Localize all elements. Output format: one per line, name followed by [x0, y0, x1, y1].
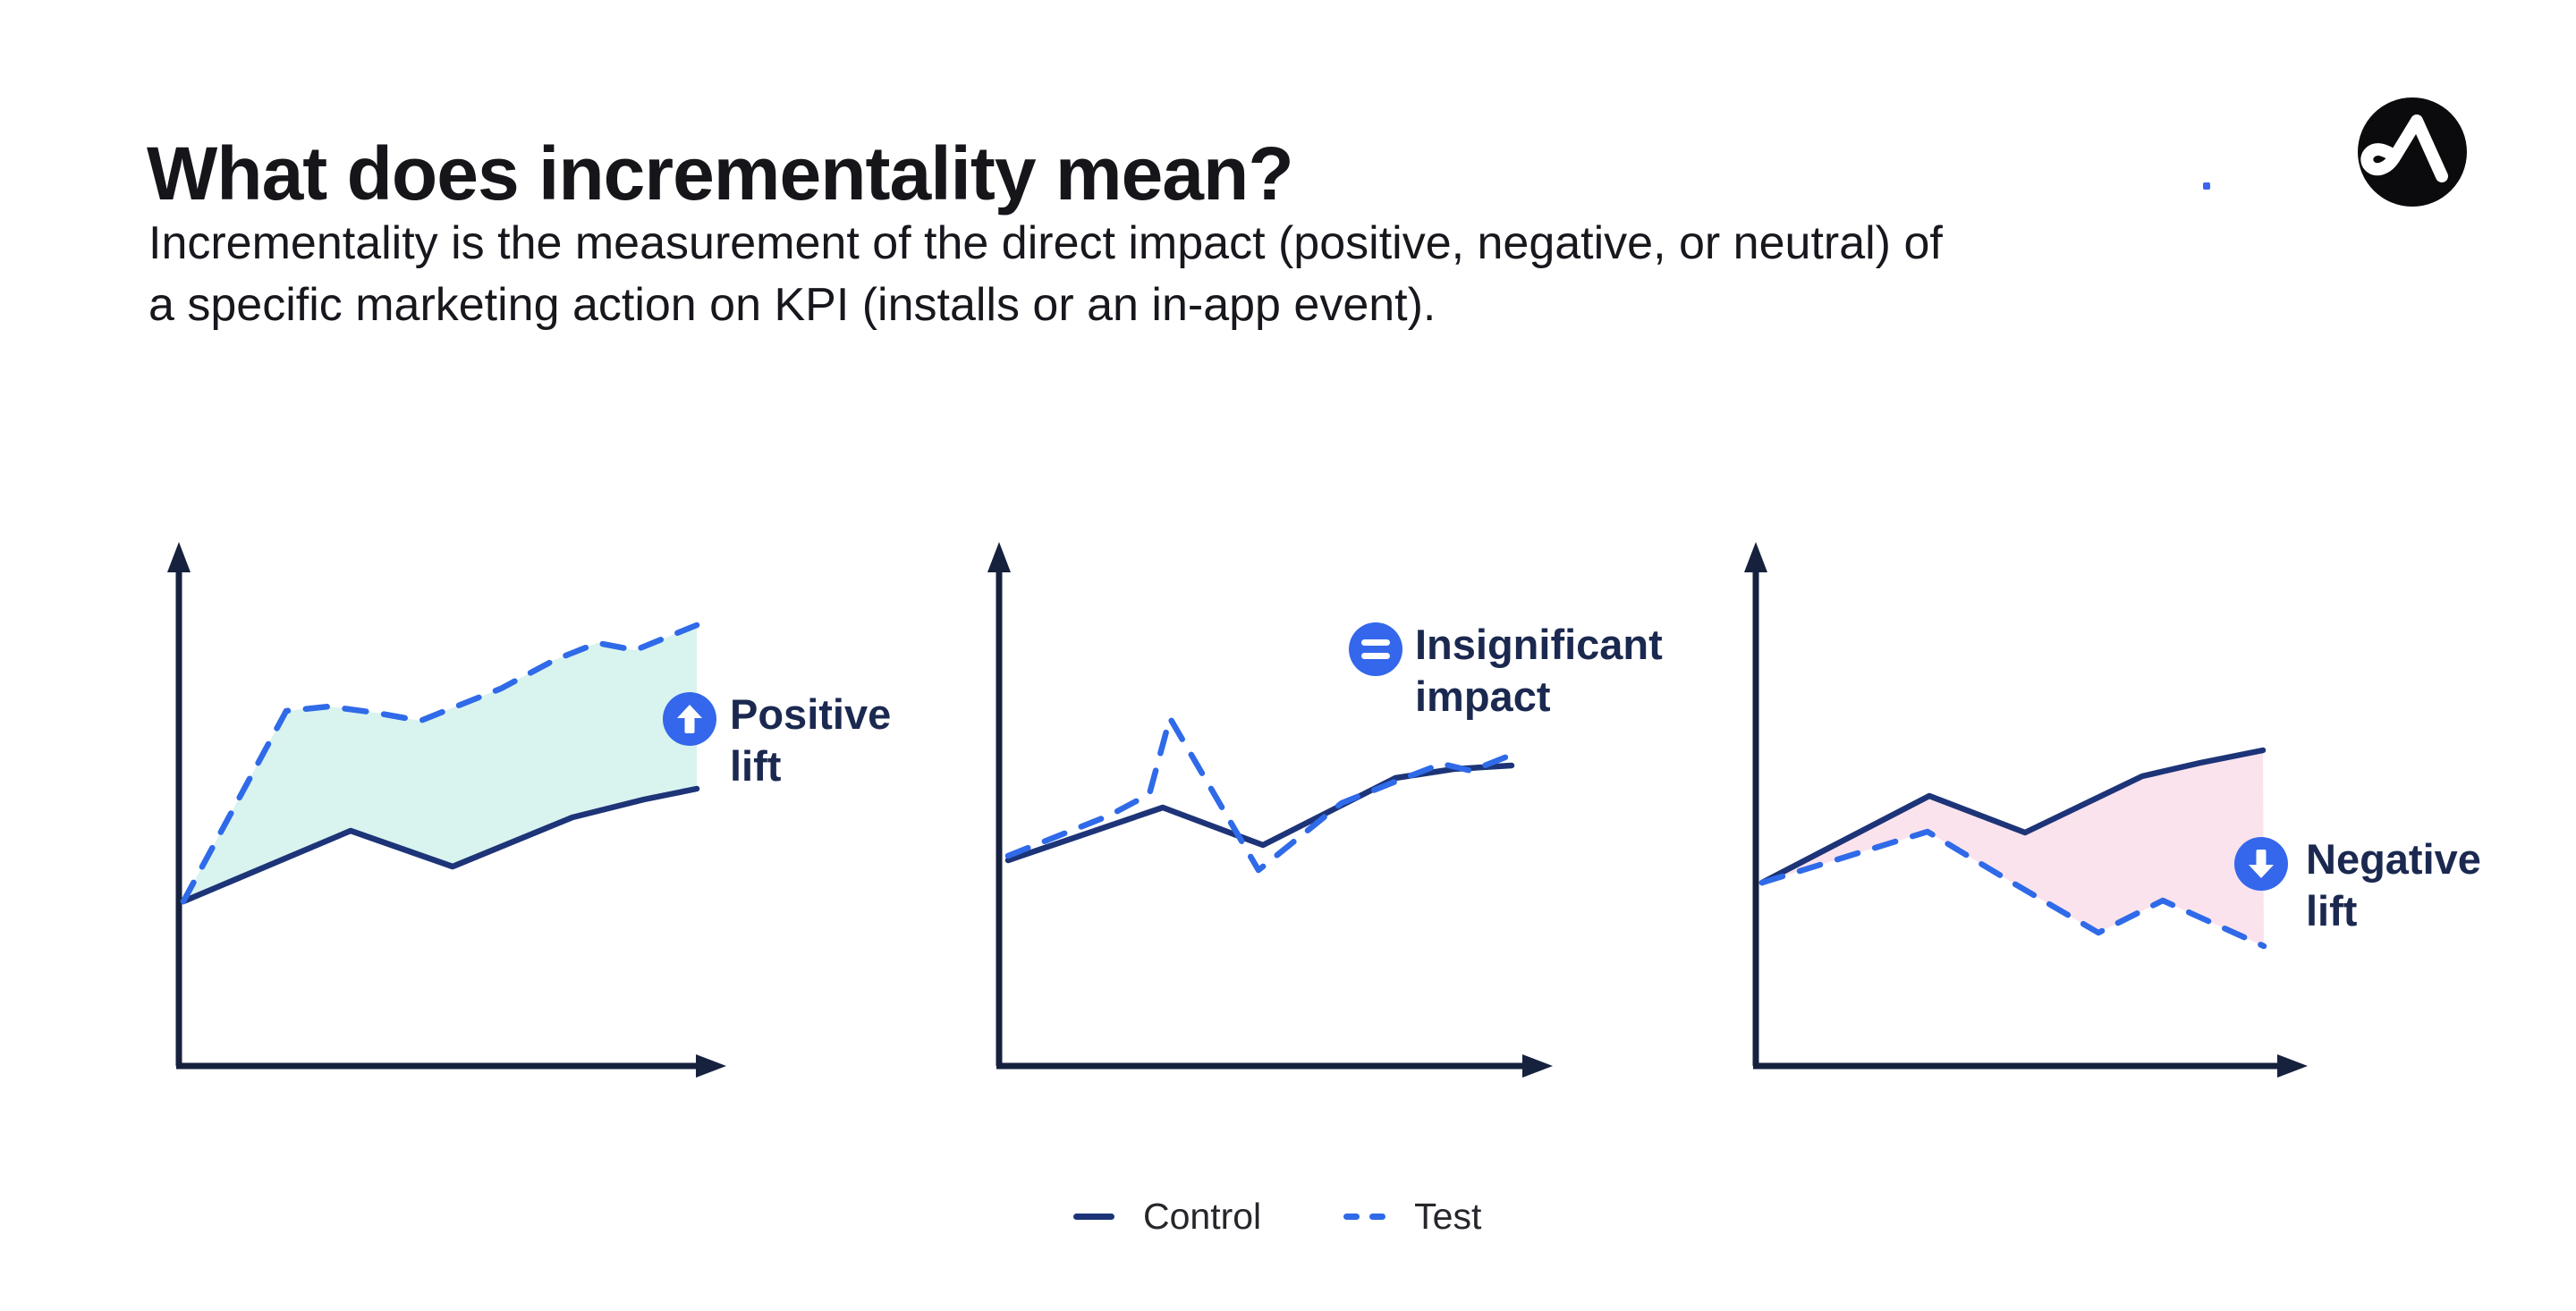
negative-lift-y-axis-arrow [1744, 542, 1767, 572]
page-title: What does incrementality mean? [147, 131, 1294, 216]
blue-dot [2203, 182, 2210, 190]
page-subtitle: Incrementality is the measurement of the… [148, 213, 1943, 336]
positive-lift-test-line [180, 622, 700, 905]
negative-lift-badge [2234, 837, 2288, 891]
insignificant-impact-control-line [1004, 762, 1515, 864]
positive-lift-y-axis-arrow [167, 542, 191, 572]
insignificant-impact-y-axis-arrow [987, 542, 1011, 572]
insignificant-impact-test-line [1004, 715, 1515, 874]
insignificant-impact-label: Insignificant impact [1415, 619, 1663, 723]
label-line: Insignificant [1415, 621, 1663, 668]
subtitle-line: Incrementality is the measurement of the… [148, 217, 1943, 269]
negative-lift-band [1762, 750, 2264, 946]
subtitle-line: a specific marketing action on KPI (inst… [148, 279, 1436, 331]
label-line: lift [730, 742, 782, 790]
arrow-down-icon [2249, 850, 2274, 878]
negative-lift-x-axis-arrow [2277, 1054, 2308, 1078]
insignificant-impact-badge [1349, 622, 1402, 676]
positive-lift-badge [663, 692, 716, 746]
positive-lift-label: Positive lift [730, 689, 891, 792]
positive-lift-control-line [180, 785, 700, 905]
label-line: Negative [2306, 835, 2481, 883]
negative-lift-test-line [1758, 828, 2267, 950]
legend: Control Test [1073, 1193, 1481, 1239]
label-line: Positive [730, 690, 892, 738]
legend-test-label: Test [1414, 1195, 1482, 1237]
negative-lift-label: Negative lift [2306, 833, 2481, 937]
insignificant-impact-x-axis-arrow [1522, 1054, 1553, 1078]
negative-lift-control-line [1758, 747, 2267, 886]
arrow-up-icon [677, 705, 702, 733]
label-line: impact [1415, 672, 1551, 720]
positive-lift-x-axis-arrow [696, 1054, 726, 1078]
legend-control-label: Control [1143, 1195, 1262, 1237]
test-line-swatch [1343, 1213, 1386, 1220]
appsflyer-logo-icon [2357, 97, 2468, 207]
equals-icon [1361, 639, 1390, 659]
control-line-swatch [1073, 1213, 1114, 1220]
positive-lift-band [183, 625, 697, 901]
label-line: lift [2306, 887, 2358, 935]
